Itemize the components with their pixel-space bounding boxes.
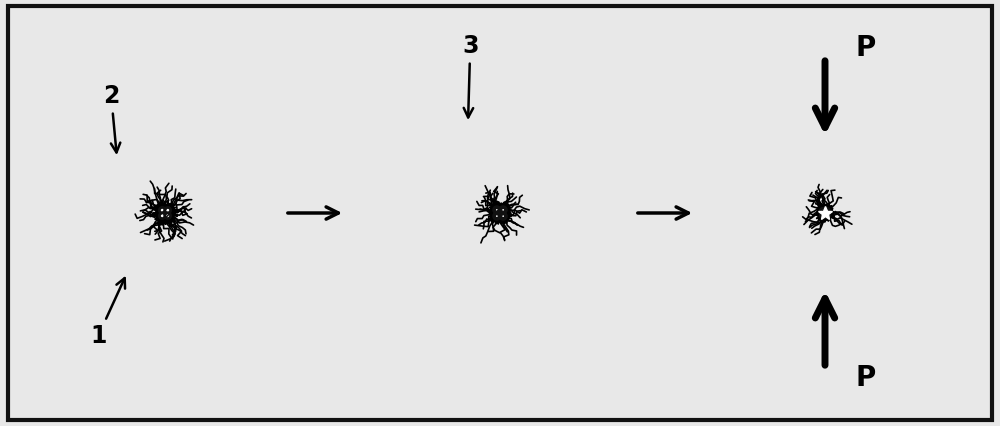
- Text: P: P: [855, 34, 875, 62]
- Circle shape: [159, 207, 165, 213]
- FancyBboxPatch shape: [8, 6, 992, 420]
- Circle shape: [501, 214, 505, 219]
- Circle shape: [495, 214, 499, 219]
- Circle shape: [501, 207, 505, 212]
- Circle shape: [494, 213, 500, 219]
- Text: 2: 2: [103, 84, 120, 153]
- Circle shape: [820, 212, 826, 218]
- Circle shape: [500, 213, 506, 219]
- Circle shape: [159, 213, 165, 219]
- Circle shape: [824, 212, 830, 218]
- Text: 1: 1: [90, 278, 125, 348]
- Circle shape: [500, 207, 506, 213]
- Circle shape: [820, 208, 826, 214]
- Circle shape: [494, 207, 500, 213]
- Circle shape: [165, 207, 171, 213]
- Circle shape: [165, 213, 171, 219]
- Text: P: P: [855, 364, 875, 392]
- Text: 3: 3: [462, 34, 479, 118]
- Circle shape: [824, 208, 830, 214]
- Circle shape: [495, 207, 499, 212]
